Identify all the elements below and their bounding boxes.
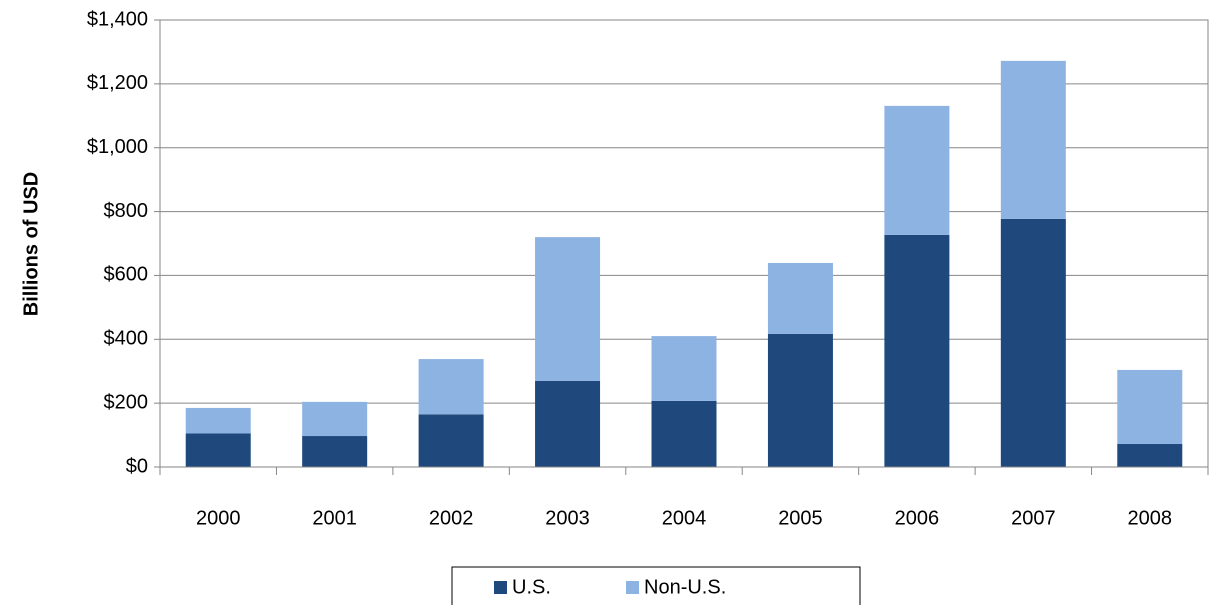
y-tick-label: $600: [104, 264, 149, 286]
x-tick-label: 2003: [545, 507, 590, 529]
bar-segment: [535, 237, 601, 381]
legend-swatch: [626, 581, 639, 594]
bar-segment: [418, 414, 484, 467]
bar-segment: [651, 336, 717, 401]
y-tick-label: $800: [104, 200, 149, 222]
bar-segment: [884, 234, 950, 467]
bar-segment: [185, 407, 251, 434]
y-tick-label: $1,200: [87, 72, 148, 94]
bar-segment: [418, 359, 484, 415]
bar-segment: [535, 380, 601, 467]
y-tick-label: $0: [126, 455, 148, 477]
y-tick-label: $1,000: [87, 136, 148, 158]
bar-segment: [651, 400, 717, 467]
bar-segment: [302, 436, 368, 467]
x-tick-label: 2006: [895, 507, 940, 529]
y-axis-label: Billions of USD: [20, 172, 42, 316]
bar-segment: [1000, 60, 1066, 219]
x-tick-label: 2005: [778, 507, 823, 529]
y-tick-label: $200: [104, 391, 149, 413]
y-tick-label: $1,400: [87, 8, 148, 30]
x-tick-label: 2008: [1128, 507, 1173, 529]
x-tick-label: 2001: [312, 507, 357, 529]
y-tick-label: $400: [104, 328, 149, 350]
legend-box: [451, 566, 861, 605]
bar-segment: [1000, 218, 1066, 467]
x-tick-label: 2004: [662, 507, 707, 529]
legend-swatch: [494, 581, 507, 594]
legend-label: Non-U.S.: [644, 576, 726, 598]
x-tick-label: 2007: [1011, 507, 1056, 529]
bar-segment: [1117, 444, 1183, 467]
bar-segment: [1117, 369, 1183, 445]
bar-segment: [767, 333, 833, 467]
bar-segment: [302, 401, 368, 437]
bar-segment: [185, 433, 251, 467]
x-tick-label: 2000: [196, 507, 241, 529]
bar-segment: [884, 105, 950, 235]
bar-segment: [767, 262, 833, 334]
x-tick-label: 2002: [429, 507, 474, 529]
legend-label: U.S.: [512, 576, 551, 598]
